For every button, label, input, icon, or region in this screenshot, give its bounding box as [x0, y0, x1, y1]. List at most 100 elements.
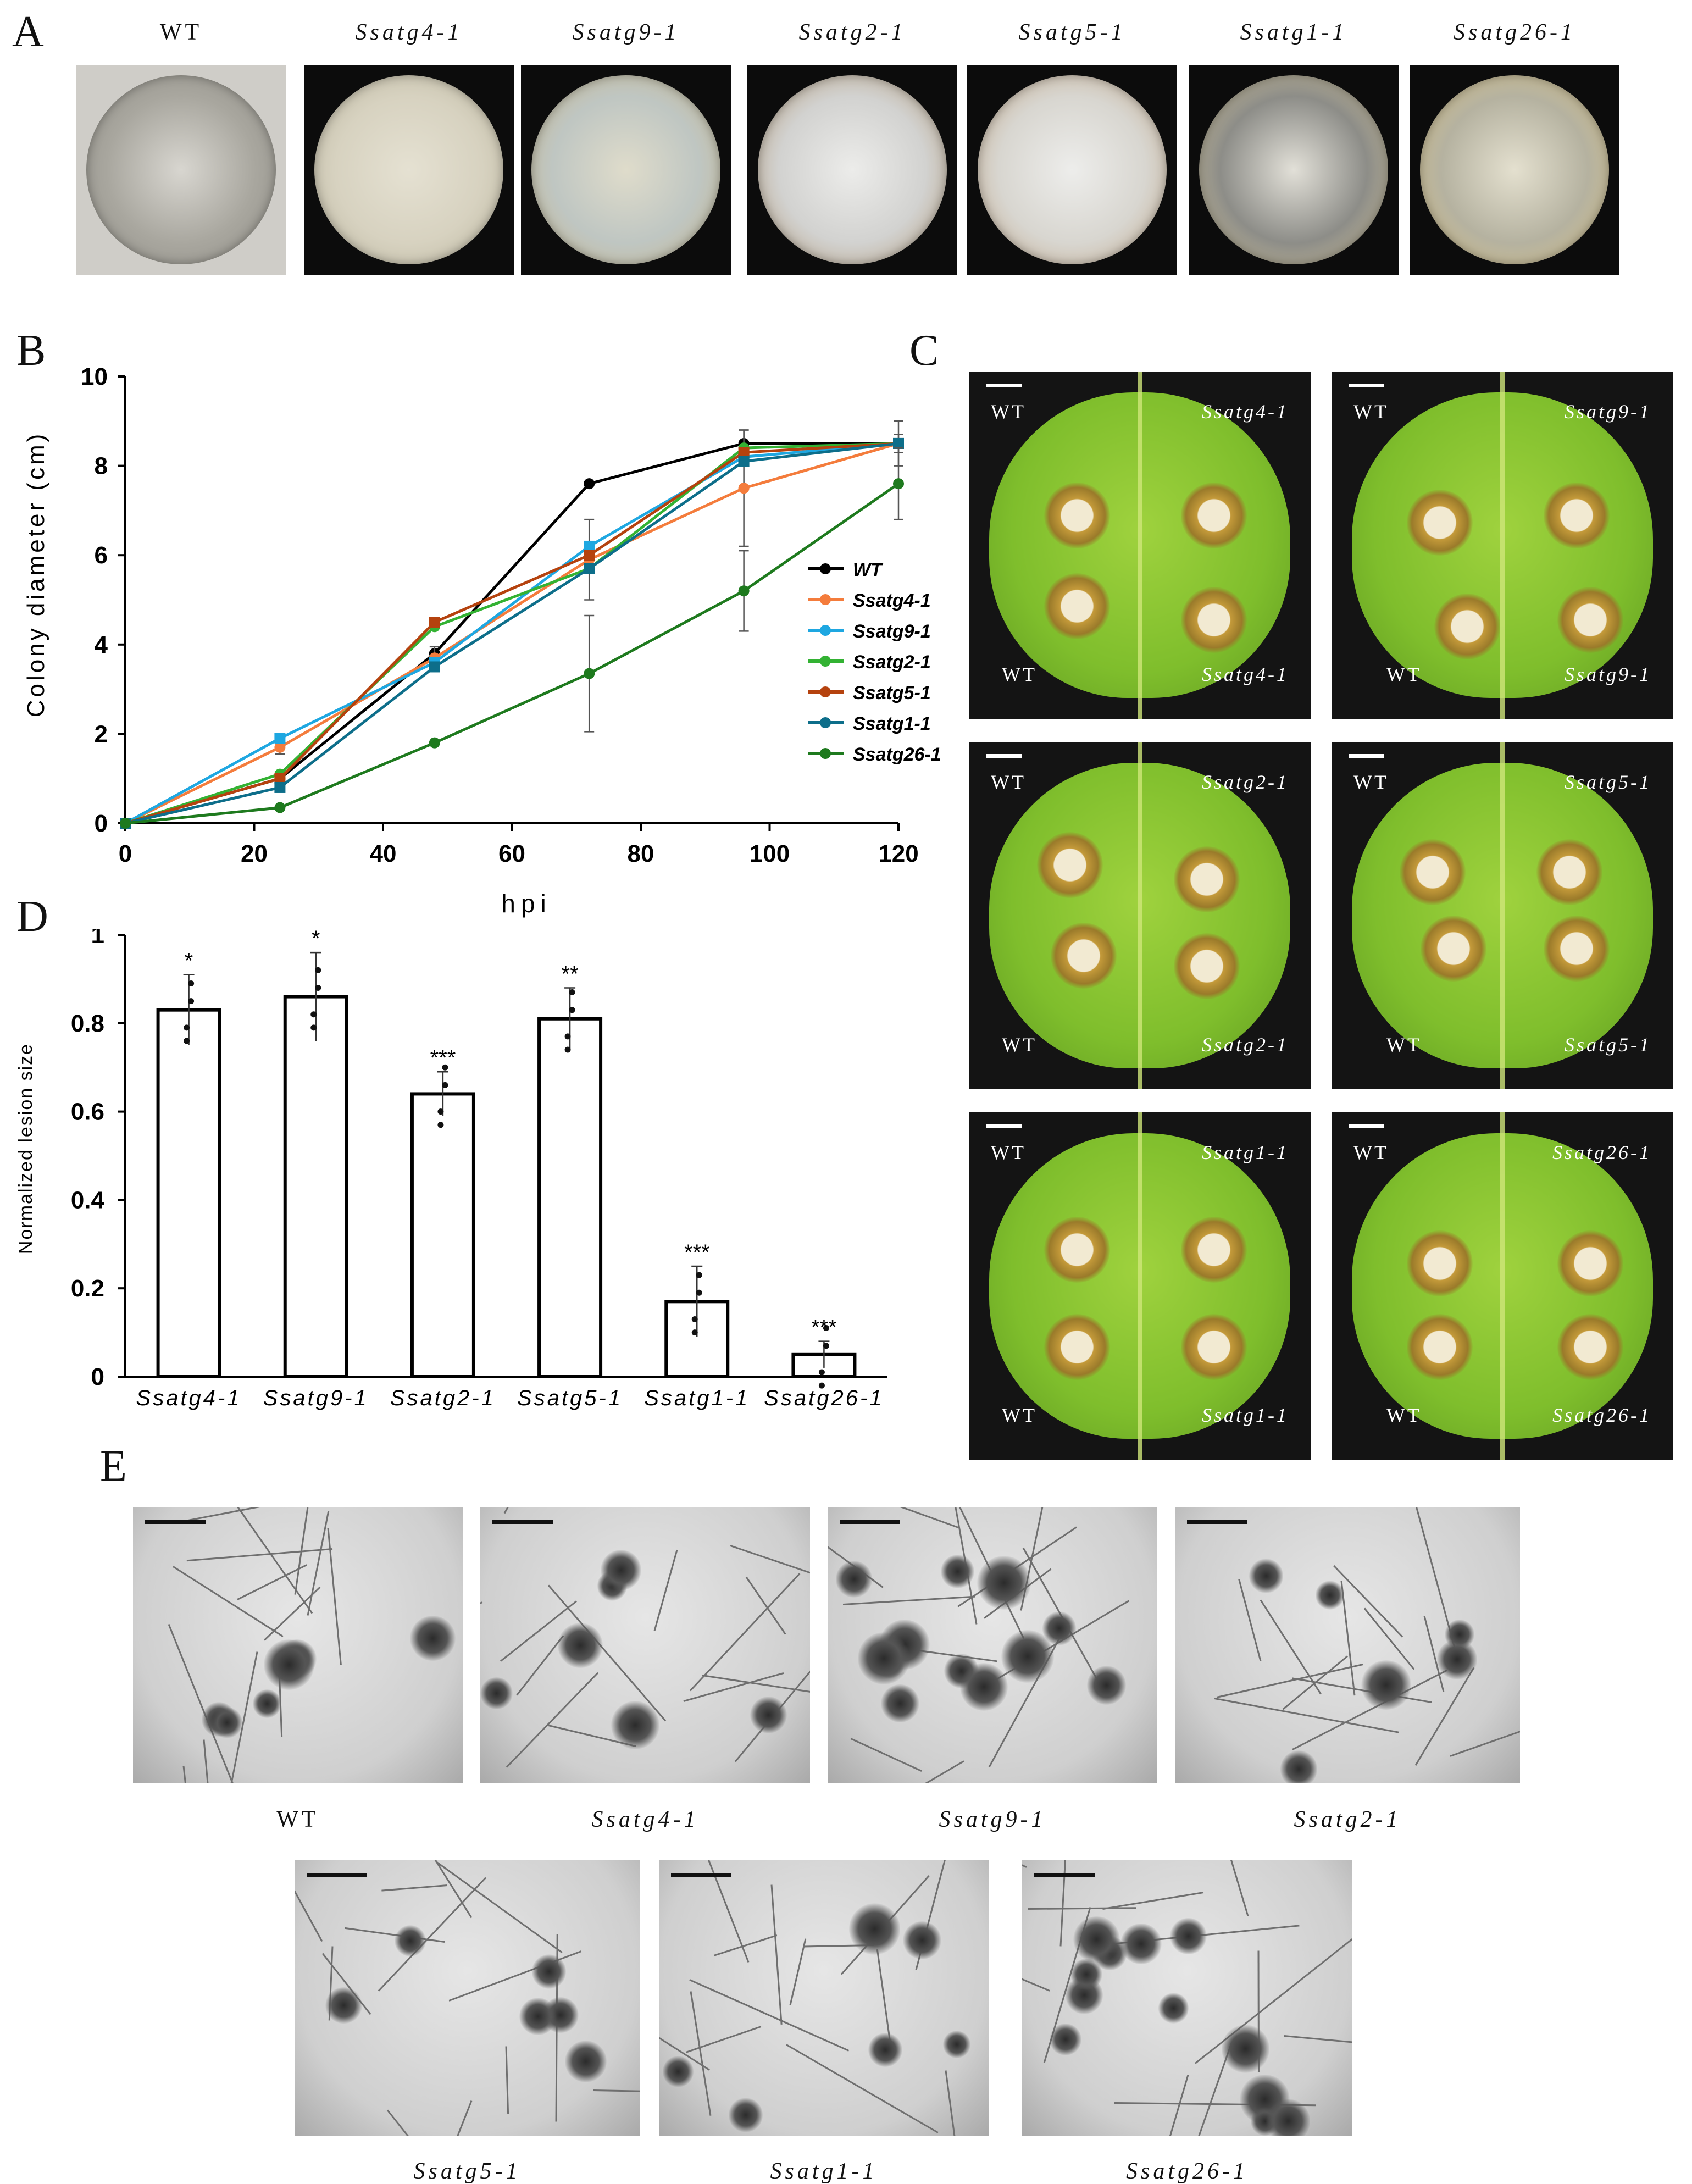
data-point — [584, 540, 595, 552]
replicate-point — [564, 1033, 571, 1040]
label-mutant: Ssatg1‑1 — [1202, 1404, 1289, 1426]
hypha — [828, 1507, 959, 1528]
x-tick-label: 120 — [878, 840, 918, 867]
hypha — [702, 1675, 810, 1699]
label-wt: WT — [1353, 1141, 1389, 1163]
sclerotia-cluster — [903, 1921, 941, 1960]
colony-plate — [86, 75, 276, 264]
sclerotia-cluster — [325, 1987, 362, 2024]
scale-bar — [1034, 1873, 1095, 1877]
data-point — [274, 802, 286, 813]
replicate-point — [310, 1011, 317, 1018]
label-mutant: Ssatg5‑1 — [1565, 771, 1651, 793]
replicate-point — [823, 1325, 829, 1332]
lesion — [1044, 573, 1110, 639]
sclerotia-cluster — [1221, 2025, 1269, 2073]
hypha — [307, 1510, 330, 1616]
hypha — [1146, 2074, 1189, 2136]
micrograph — [295, 1860, 640, 2136]
sclerotia-cluster — [1073, 1916, 1120, 1963]
label-wt: WT — [991, 401, 1026, 423]
bar — [283, 995, 348, 1378]
sclerotia-cluster — [940, 1555, 975, 1589]
hypha — [730, 1545, 810, 1591]
y-tick-label: 1 — [91, 929, 104, 949]
scale-bar — [1349, 754, 1384, 758]
strain-label: Ssatg5‑1 — [413, 2159, 521, 2184]
data-point — [584, 550, 595, 561]
series-line-ssatg2-1 — [125, 442, 899, 825]
data-point — [893, 437, 904, 449]
label-wt: WT — [1353, 401, 1389, 423]
leaf-photo: WT Ssatg2‑1 WT Ssatg2‑1 — [969, 742, 1311, 1089]
leaf-midrib — [1138, 372, 1142, 719]
strain-label: Ssatg1‑1 — [770, 2159, 878, 2184]
data-point — [738, 456, 750, 467]
y-tick-label: 0 — [95, 810, 108, 837]
legend-entry: Ssatg1-1 — [853, 713, 931, 734]
x-tick-label: 20 — [241, 840, 268, 867]
scale-bar — [986, 1124, 1022, 1128]
leaf-photo: WT Ssatg4‑1 WT Ssatg4‑1 — [969, 372, 1311, 719]
hypha — [1284, 2035, 1352, 2052]
hypha — [1102, 1891, 1204, 1910]
hypha — [1022, 1860, 1027, 1868]
sclerotia-cluster — [394, 1925, 426, 1957]
series-line-ssatg4-1 — [124, 442, 899, 825]
legend-marker — [820, 686, 831, 697]
significance-mark: *** — [684, 1240, 710, 1265]
lesion — [1406, 1313, 1473, 1380]
sclerotia-cluster — [942, 2030, 970, 2058]
sclerotia-cluster — [263, 1639, 314, 1690]
lesion — [1180, 1313, 1247, 1380]
label-wt: WT — [1353, 771, 1389, 793]
petri-dish-photo — [1410, 65, 1619, 275]
sclerotia-cluster — [252, 1689, 282, 1719]
replicate-point — [442, 1064, 448, 1071]
panel-label-c: C — [909, 326, 939, 375]
legend-marker — [820, 625, 831, 636]
legend-marker — [820, 594, 831, 605]
significance-mark: *** — [430, 1046, 456, 1070]
legend-entry: Ssatg2-1 — [853, 652, 931, 673]
leaf-photo: WT Ssatg26‑1 WT Ssatg26‑1 — [1332, 1112, 1673, 1460]
sclerotia-cluster — [531, 1954, 567, 1989]
colony-plate — [531, 75, 720, 264]
strain-label: WT — [276, 1807, 319, 1832]
hypha — [381, 1884, 447, 1892]
sclerotia-cluster — [1444, 1619, 1475, 1650]
label-wt: WT — [1002, 663, 1037, 685]
y-tick-label: 10 — [81, 363, 108, 390]
micrograph — [480, 1507, 810, 1783]
leaf-photo: WT Ssatg1‑1 WT Ssatg1‑1 — [969, 1112, 1311, 1460]
hypha — [770, 1884, 783, 2025]
y-tick-label: 8 — [95, 453, 108, 480]
strain-label: Ssatg5‑1 — [1018, 20, 1126, 45]
petri-dish-photo — [747, 65, 957, 275]
replicate-point — [569, 1007, 575, 1013]
sclerotia-cluster — [848, 1903, 900, 1955]
category-label: Ssatg4‑1 — [136, 1386, 242, 1410]
significance-mark: ** — [562, 962, 579, 986]
y-tick-label: 2 — [95, 720, 108, 747]
lesion — [1406, 489, 1473, 556]
hypha — [445, 2100, 473, 2136]
legend-marker — [820, 656, 831, 667]
strain-label: Ssatg4‑1 — [355, 20, 463, 45]
strain-label: Ssatg9‑1 — [572, 20, 680, 45]
hypha — [876, 1949, 891, 2043]
series-line-ssatg1-1 — [125, 442, 899, 825]
hypha — [516, 1635, 564, 1695]
label-mutant: Ssatg26‑1 — [1552, 1141, 1651, 1163]
sclerotia-cluster — [858, 1632, 911, 1684]
sclerotia-cluster — [1087, 1666, 1126, 1705]
significance-mark: * — [185, 949, 193, 973]
data-point — [893, 478, 904, 490]
replicate-point — [818, 1382, 825, 1389]
sclerotia-cluster — [1361, 1660, 1412, 1710]
category-label: Ssatg26‑1 — [764, 1386, 884, 1410]
legend-entry: WT — [853, 559, 884, 580]
sclerotia-cluster — [881, 1684, 919, 1723]
sclerotia-cluster — [1249, 1559, 1284, 1593]
data-point — [584, 563, 595, 574]
